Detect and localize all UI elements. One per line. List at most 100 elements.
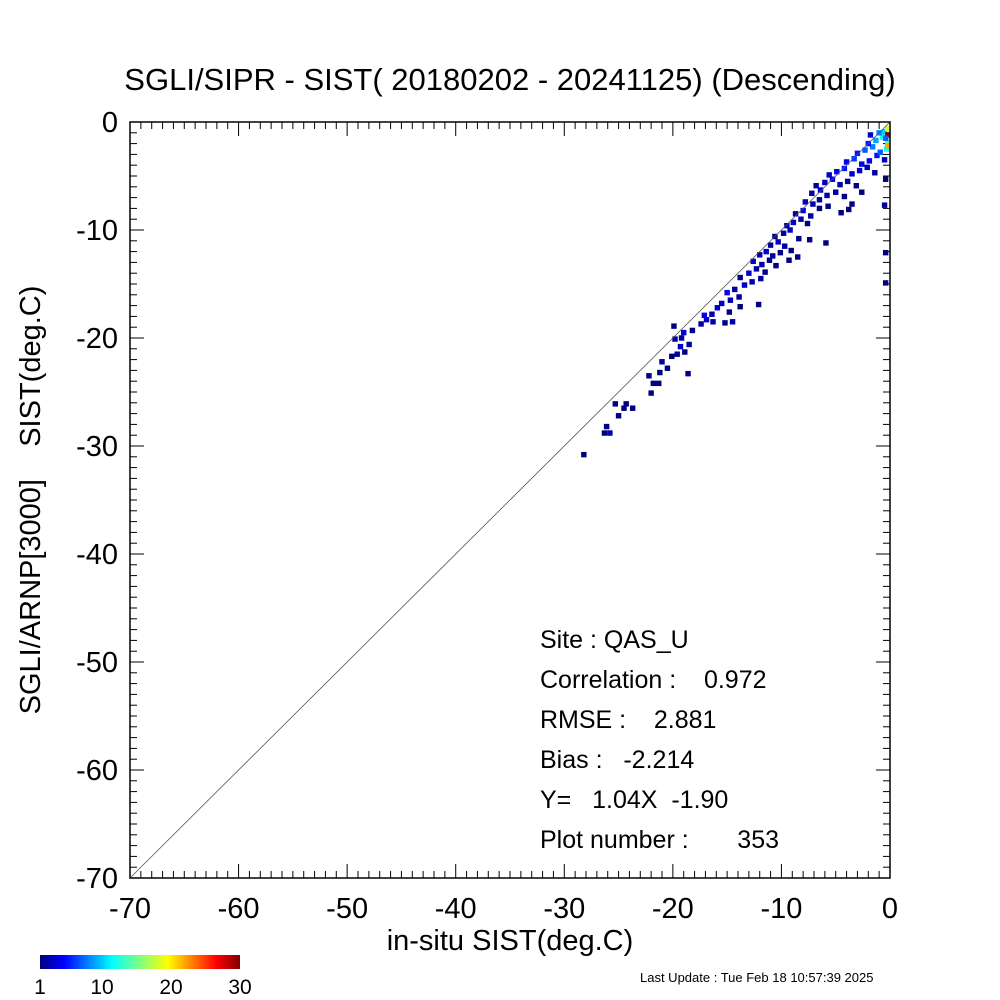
colorbar — [40, 955, 240, 969]
density-cell — [659, 359, 665, 365]
density-cell — [741, 282, 748, 288]
density-cell — [621, 405, 627, 411]
x-tick-label: -40 — [435, 893, 477, 925]
density-cell — [843, 159, 850, 165]
density-cell — [885, 139, 891, 146]
density-cell — [810, 201, 816, 207]
density-cell — [664, 365, 671, 371]
density-cells — [581, 125, 891, 458]
axis-ticks — [129, 121, 891, 879]
density-cell — [737, 274, 743, 281]
density-cell — [736, 294, 742, 300]
density-cell — [882, 176, 889, 182]
density-cell — [648, 390, 654, 396]
x-tick-label: -60 — [218, 893, 260, 925]
density-cell — [798, 216, 804, 222]
density-cell — [615, 413, 622, 419]
density-cell — [677, 343, 684, 350]
density-cell — [795, 254, 801, 260]
colorbar-tick-label: 20 — [159, 976, 182, 999]
y-tick-label: 0 — [102, 107, 118, 139]
y-axis-label: SGLI/ARNP[3000] SIST(deg.C) — [15, 286, 47, 715]
density-cell — [669, 353, 675, 360]
density-cell — [767, 242, 774, 248]
density-cell — [873, 137, 879, 144]
density-cell — [766, 257, 773, 263]
density-cell — [816, 197, 823, 203]
y-tick-label: -70 — [76, 863, 118, 895]
density-cell — [750, 258, 756, 265]
density-cell — [837, 181, 843, 188]
density-cell — [581, 451, 587, 458]
density-cell — [849, 171, 855, 177]
density-cell — [841, 165, 848, 172]
density-cell — [757, 252, 763, 258]
density-cell — [881, 157, 888, 163]
density-cell — [710, 319, 716, 325]
density-cell — [841, 193, 848, 200]
density-cell — [781, 243, 788, 249]
stats-bias: Bias : -2.214 — [540, 746, 694, 774]
density-cell — [885, 132, 891, 138]
density-cell — [856, 167, 863, 174]
density-cell — [729, 319, 736, 325]
density-cell — [881, 129, 888, 135]
density-cell — [834, 168, 840, 175]
density-cell — [823, 240, 829, 246]
density-cell — [650, 380, 657, 387]
density-cell — [709, 311, 715, 317]
density-cell — [601, 430, 608, 436]
density-cell — [806, 237, 813, 243]
density-cell — [678, 335, 685, 341]
x-tick-label: -50 — [326, 893, 368, 925]
x-tick-label: -10 — [760, 893, 802, 925]
density-cell — [844, 178, 851, 185]
density-cell — [753, 266, 760, 272]
density-cell — [672, 336, 678, 342]
density-cell — [796, 235, 802, 242]
density-cell — [864, 164, 870, 171]
density-cell — [802, 199, 809, 205]
density-cell — [882, 249, 889, 256]
x-tick-label: -20 — [652, 893, 694, 925]
density-cell — [758, 275, 764, 282]
density-cell — [808, 213, 814, 219]
density-cell — [788, 247, 794, 254]
density-cell — [872, 170, 878, 176]
density-cell — [790, 219, 797, 226]
density-cell — [862, 147, 868, 153]
stats-plot-number: Plot number : 353 — [540, 826, 779, 854]
density-cell — [773, 262, 779, 269]
density-cell — [671, 323, 677, 329]
colorbar-tick-label: 30 — [228, 976, 251, 999]
density-cell — [724, 289, 730, 296]
density-cell — [681, 329, 687, 336]
density-cell — [698, 321, 704, 327]
density-cell — [657, 369, 663, 376]
y-tick-labels: 0 -10 -20 -30 -40 -50 -60 -70 — [76, 107, 118, 895]
y-tick-label: -20 — [76, 323, 118, 355]
density-cell — [884, 146, 890, 152]
y-tick-label: -10 — [76, 215, 118, 247]
density-cell — [816, 205, 823, 212]
colorbar-tick-labels: 1 10 20 30 — [34, 976, 252, 999]
density-cell — [800, 207, 806, 214]
density-cell — [825, 203, 831, 209]
density-cell — [714, 305, 721, 311]
density-cell — [686, 341, 692, 348]
density-cell — [882, 135, 889, 141]
density-cell — [603, 423, 610, 430]
density-cell — [623, 401, 629, 407]
colorbar-tick-label: 1 — [34, 976, 46, 999]
density-cell — [817, 187, 824, 193]
density-cell — [780, 230, 787, 236]
density-cell — [867, 132, 874, 138]
density-cell — [749, 279, 755, 285]
density-cell — [726, 309, 733, 315]
density-cell — [813, 183, 819, 189]
density-cell — [859, 189, 865, 195]
density-cell — [762, 269, 768, 275]
y-tick-label: -60 — [76, 755, 118, 787]
density-cell — [849, 201, 855, 207]
